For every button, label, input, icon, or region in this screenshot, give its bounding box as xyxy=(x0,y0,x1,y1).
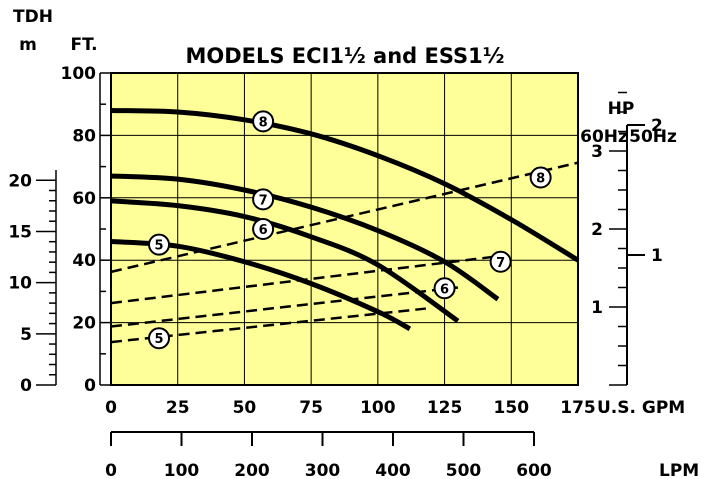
lpm-tick-label: 200 xyxy=(234,461,270,479)
hp-curve-8 xyxy=(110,161,579,274)
ft-tick-label: 100 xyxy=(61,64,97,84)
x-tick-label: 50 xyxy=(233,398,257,418)
m-tick-label: 0 xyxy=(20,376,32,396)
m-tick-label: 5 xyxy=(20,325,32,345)
hp-header: HP xyxy=(608,99,635,119)
hp-50hz-header: 50Hz xyxy=(629,127,677,147)
x-tick-label: 125 xyxy=(427,398,463,418)
curve-badge xyxy=(489,250,512,273)
ft-tick-label: 20 xyxy=(72,314,96,334)
ft-tick-label: 40 xyxy=(72,251,96,271)
curve-badge xyxy=(433,277,456,300)
curve-badge xyxy=(148,233,171,256)
x-tick-label: 175 xyxy=(560,398,596,418)
curve-badge-label: 6 xyxy=(259,223,268,238)
curve-badge xyxy=(148,327,171,350)
lpm-tick-label: 400 xyxy=(375,461,411,479)
ft-tick-label: 80 xyxy=(72,126,96,146)
x-tick-label: 150 xyxy=(494,398,530,418)
m-tick-label: 15 xyxy=(8,222,32,242)
curve-badge xyxy=(252,188,275,211)
x2-axis-title: LPM xyxy=(659,461,699,479)
ft-tick-label: 0 xyxy=(84,376,96,396)
curve-badge-label: 8 xyxy=(536,172,545,187)
tdh-header: TDH xyxy=(13,7,53,27)
lpm-tick-label: 500 xyxy=(446,461,482,479)
lpm-tick-label: 100 xyxy=(164,461,200,479)
head-curve-6 xyxy=(110,198,460,324)
hp50-tick-label: 1 xyxy=(651,246,663,266)
hp60-tick-label: 1 xyxy=(591,298,603,318)
hp50-tick-label: 2 xyxy=(651,116,663,136)
m-header: m xyxy=(19,35,37,55)
chart-title: MODELS ECI1½ and ESS1½ xyxy=(185,44,504,68)
hp60-tick-label: 3 xyxy=(591,142,603,162)
curve-badge-label: 8 xyxy=(259,115,268,130)
curve-badge xyxy=(252,218,275,240)
plot-background xyxy=(111,73,578,385)
label-layer: 8 7 6 5 8 7 6 5 xyxy=(148,110,552,350)
x-tick-label: 100 xyxy=(360,398,396,418)
head-curve-7 xyxy=(110,173,500,302)
lpm-tick-label: 600 xyxy=(516,461,552,479)
hp-curve-6 xyxy=(110,286,459,328)
x-axis-title: U.S. GPM xyxy=(597,398,685,418)
grid-lines xyxy=(110,72,579,386)
lpm-tick-label: 300 xyxy=(305,461,341,479)
x-tick-label: 25 xyxy=(166,398,190,418)
m-tick-label: 10 xyxy=(8,274,32,294)
curve-badge-label: 7 xyxy=(259,193,268,208)
x-tick-label: 75 xyxy=(299,398,323,418)
curve-badge-label: 6 xyxy=(440,282,449,297)
hp-curve-7 xyxy=(110,255,499,305)
curve-badge xyxy=(529,166,552,189)
curve-badge-label: 7 xyxy=(496,256,505,271)
plot-frame xyxy=(110,72,579,386)
head-curve-8 xyxy=(110,107,580,263)
hp60-tick-label: 2 xyxy=(591,220,603,240)
ft-tick-label: 60 xyxy=(72,189,96,209)
hp-60hz-header: 60Hz xyxy=(580,127,628,147)
x-tick-label: 0 xyxy=(105,398,117,418)
m-tick-label: 20 xyxy=(8,171,32,191)
curve-badge-label: 5 xyxy=(155,332,164,347)
curve-badge-label: 5 xyxy=(155,239,164,254)
lpm-tick-label: 0 xyxy=(105,461,117,479)
curve-badge xyxy=(252,110,275,133)
ft-header: FT. xyxy=(70,35,97,55)
